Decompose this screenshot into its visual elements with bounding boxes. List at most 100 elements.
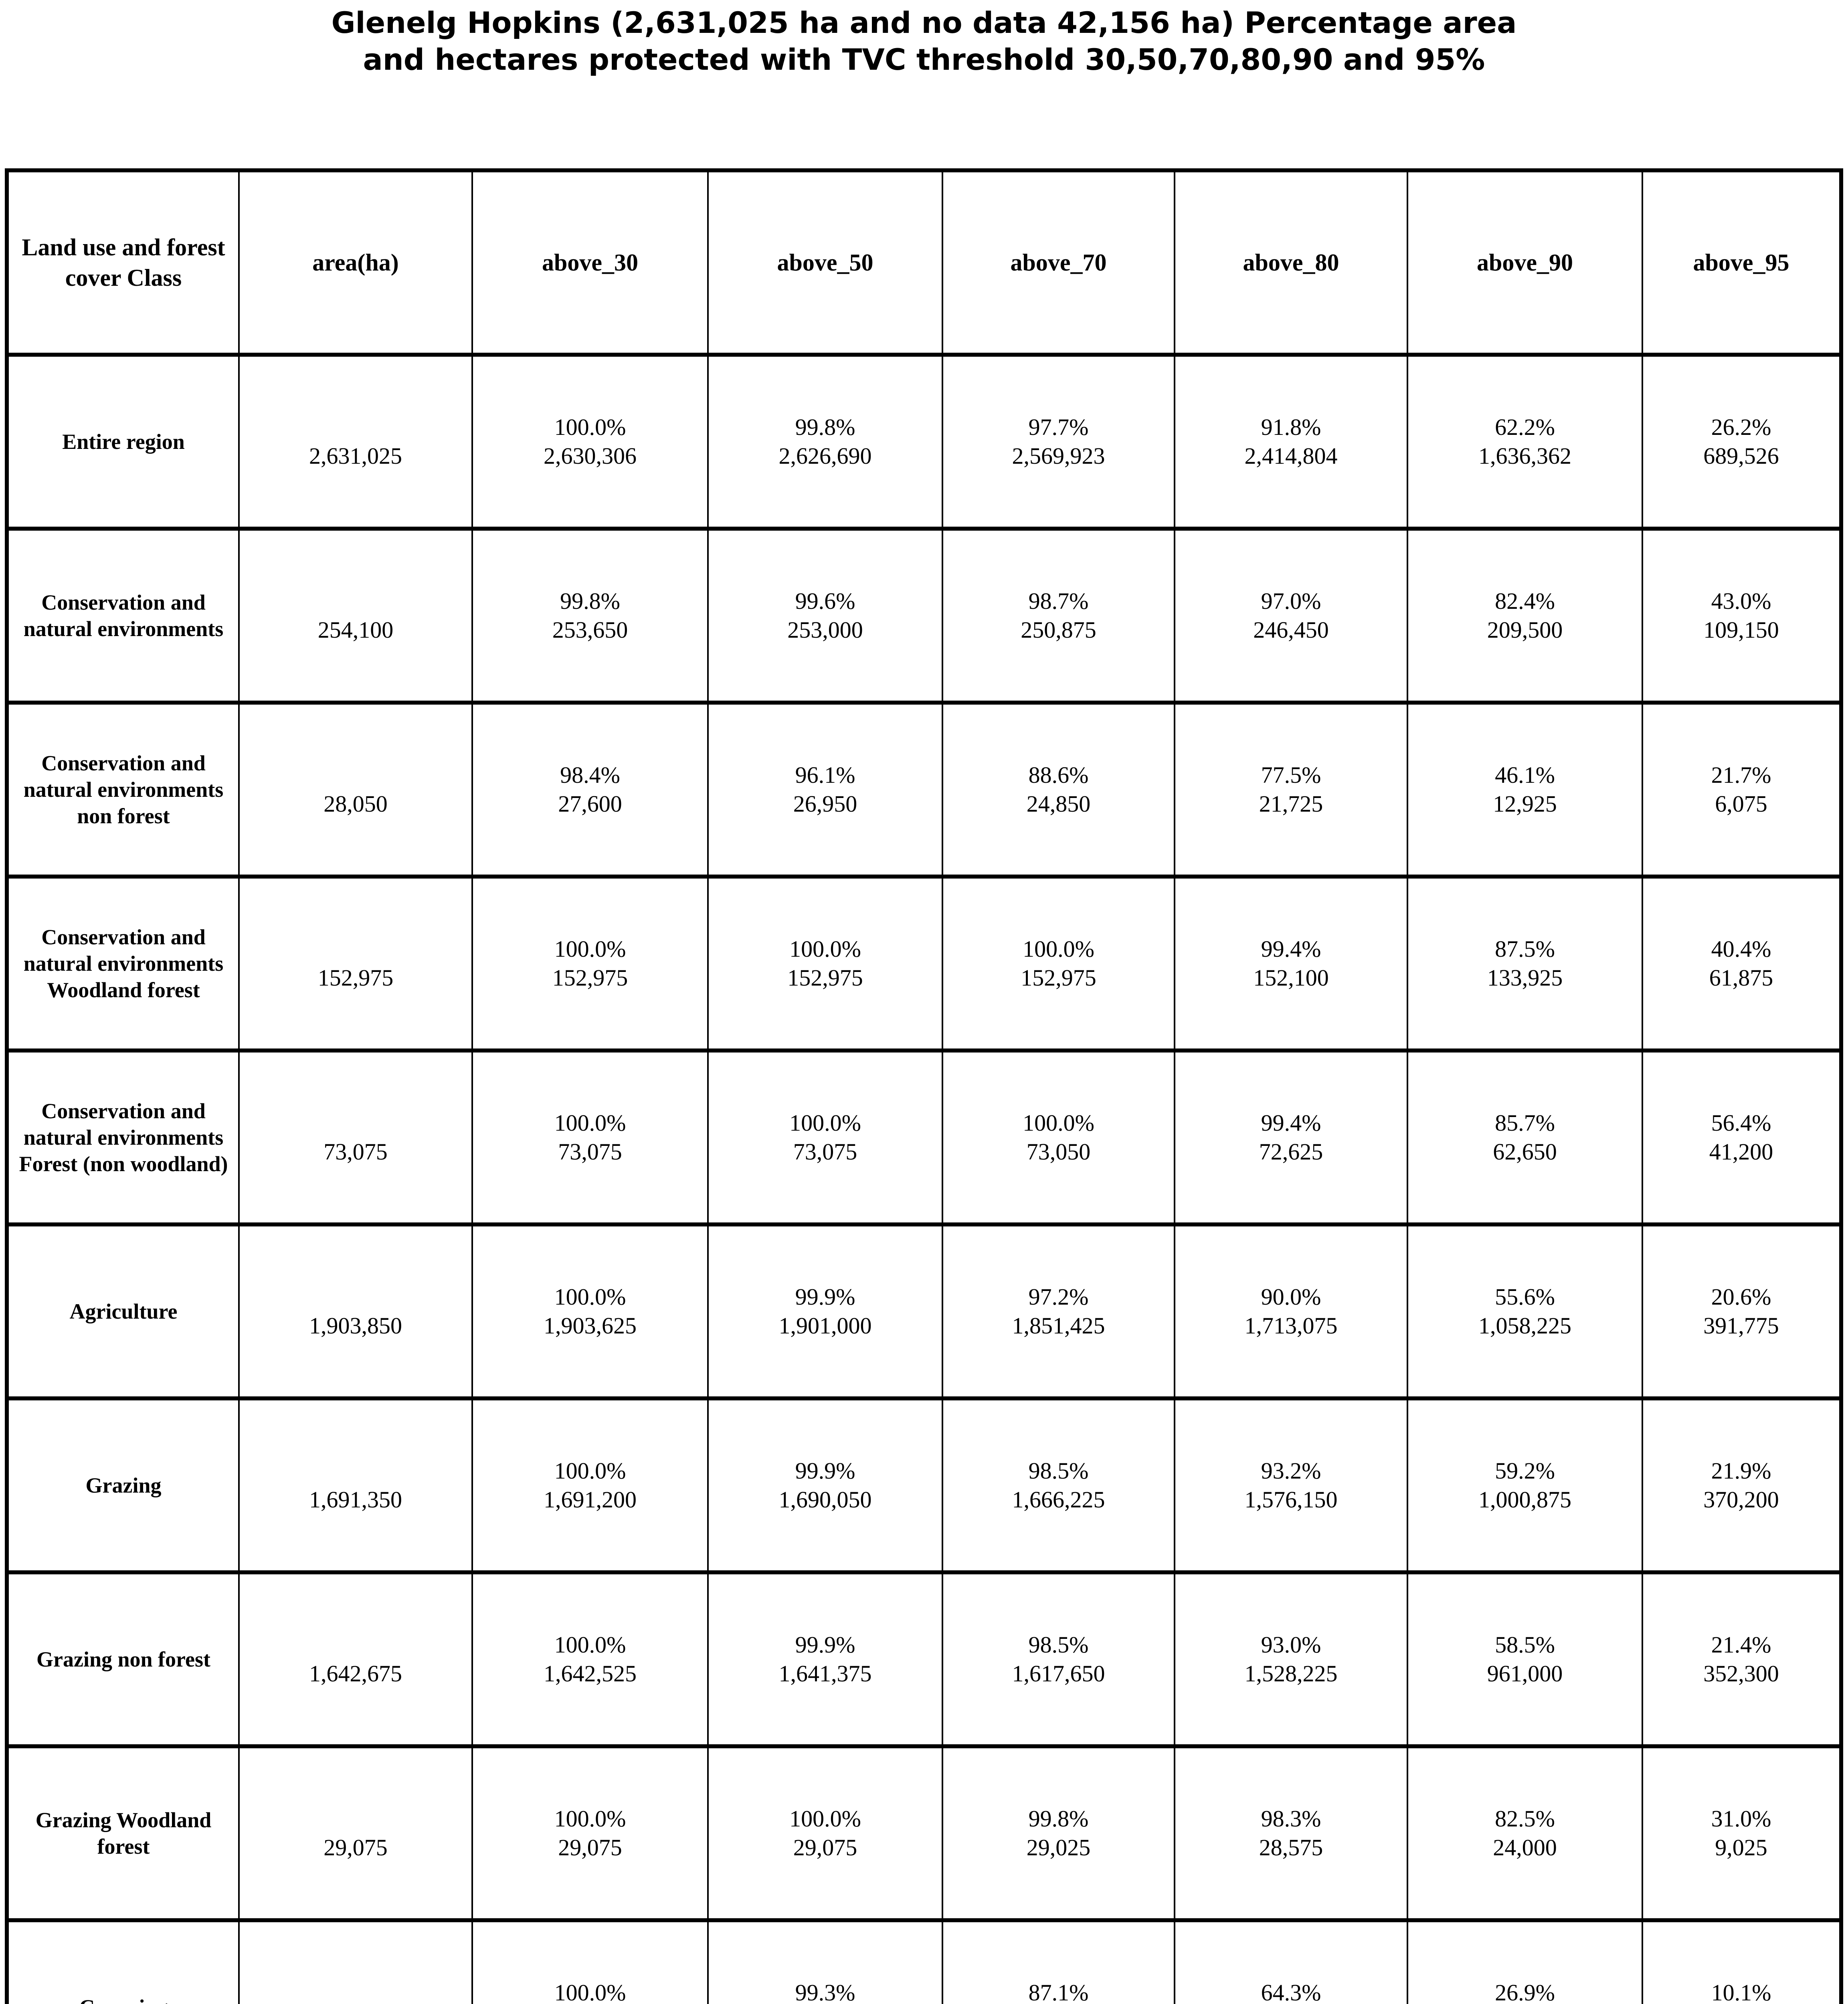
cell-above_95: 43.0% 109,150: [1642, 527, 1841, 703]
cell-above_50: 96.1% 26,950: [707, 701, 942, 877]
cell-above_95: 20.6% 391,775: [1642, 1222, 1841, 1398]
cell-above_30: 100.0% 73,075: [471, 1048, 708, 1224]
cell-above_30: 98.4% 27,600: [471, 701, 708, 877]
table-body: Entire region 2,631,025 100.0% 2,630,306 99…: [6, 353, 1841, 2004]
cell-above_50: 100.0% 29,075: [707, 1744, 942, 1920]
row-label: Grazing Woodland forest: [6, 1744, 239, 1920]
cell-area-ha: 73,075: [238, 1048, 472, 1224]
cell-above_50: 99.8% 2,626,690: [707, 353, 942, 529]
cell-above_90: 82.4% 209,500: [1407, 527, 1642, 703]
cell-above_50: 99.3%209,300: [707, 1918, 942, 2004]
cell-above_80: 97.0% 246,450: [1174, 527, 1407, 703]
cell-above_70: 98.5% 1,666,225: [942, 1396, 1175, 1572]
cell-area-ha: 2,631,025: [238, 353, 472, 529]
cell-above_80: 64.3%135,600: [1174, 1918, 1407, 2004]
cell-above_90: 46.1% 12,925: [1407, 701, 1642, 877]
row-label: Conservation and natural environments Fo…: [6, 1048, 239, 1224]
cell-above_95: 21.4% 352,300: [1642, 1570, 1841, 1746]
row-label: Conservation and natural environments: [6, 527, 239, 703]
cell-above_50: 100.0% 73,075: [707, 1048, 942, 1224]
cell-above_50: 99.9% 1,901,000: [707, 1222, 942, 1398]
cell-above_80: 93.0% 1,528,225: [1174, 1570, 1407, 1746]
cell-above_70: 98.7% 250,875: [942, 527, 1175, 703]
cell-above_30: 100.0% 2,630,306: [471, 353, 708, 529]
cell-above_70: 100.0% 73,050: [942, 1048, 1175, 1224]
table-row-5: Agriculture 1,903,850 100.0% 1,903,625 99.9…: [6, 1222, 1841, 1398]
cell-above_70: 87.1%183,625: [942, 1918, 1175, 2004]
cell-above_30: 100.0% 152,975: [471, 875, 708, 1050]
table-row-0: Entire region 2,631,025 100.0% 2,630,306 99…: [6, 353, 1841, 529]
cell-above_95: 56.4% 41,200: [1642, 1048, 1841, 1224]
column-header-0: Land use and forest cover Class: [6, 168, 239, 355]
column-header-5: above_80: [1174, 168, 1407, 355]
row-label: Grazing non forest: [6, 1570, 239, 1746]
cell-area-ha: 1,642,675: [238, 1570, 472, 1746]
column-header-2: above_30: [471, 168, 708, 355]
column-header-1: area(ha): [238, 168, 472, 355]
cell-above_30: 100.0% 1,691,200: [471, 1396, 708, 1572]
row-label: Conservation and natural environments no…: [6, 701, 239, 877]
cell-above_95: 31.0% 9,025: [1642, 1744, 1841, 1920]
column-header-6: above_90: [1407, 168, 1642, 355]
row-label: Entire region: [6, 353, 239, 529]
cell-above_80: 90.0% 1,713,075: [1174, 1222, 1407, 1398]
table-row-2: Conservation and natural environments no…: [6, 701, 1841, 877]
cell-area-ha: 210,850: [238, 1918, 472, 2004]
cell-area-ha: 28,050: [238, 701, 472, 877]
cell-above_80: 91.8% 2,414,804: [1174, 353, 1407, 529]
cell-above_70: 98.5% 1,617,650: [942, 1570, 1175, 1746]
cell-above_30: 100.0% 1,642,525: [471, 1570, 708, 1746]
cell-above_80: 99.4% 152,100: [1174, 875, 1407, 1050]
cell-above_70: 97.7% 2,569,923: [942, 353, 1175, 529]
table-row-6: Grazing 1,691,350 100.0% 1,691,200 99.9% 1,6…: [6, 1396, 1841, 1572]
cell-area-ha: 29,075: [238, 1744, 472, 1920]
column-header-7: above_95: [1642, 168, 1841, 355]
row-label: Cropping: [6, 1918, 239, 2004]
cell-above_95: 40.4% 61,875: [1642, 875, 1841, 1050]
tvc-threshold-table: Land use and forest cover Class area(ha) a…: [5, 168, 1843, 2004]
cell-above_50: 99.6% 253,000: [707, 527, 942, 703]
cell-above_90: 59.2% 1,000,875: [1407, 1396, 1642, 1572]
row-label: Grazing: [6, 1396, 239, 1572]
cell-above_95: 21.9% 370,200: [1642, 1396, 1841, 1572]
cell-above_90: 62.2% 1,636,362: [1407, 353, 1642, 529]
cell-above_95: 10.1%21,375: [1642, 1918, 1841, 2004]
cell-area-ha: 1,903,850: [238, 1222, 472, 1398]
cell-above_90: 55.6% 1,058,225: [1407, 1222, 1642, 1398]
cell-above_95: 21.7% 6,075: [1642, 701, 1841, 877]
row-label: Conservation and natural environments Wo…: [6, 875, 239, 1050]
cell-above_90: 82.5% 24,000: [1407, 1744, 1642, 1920]
cell-above_80: 98.3% 28,575: [1174, 1744, 1407, 1920]
table-header: Land use and forest cover Class area(ha) a…: [6, 168, 1841, 355]
table-header-row: Land use and forest cover Class area(ha) a…: [6, 168, 1841, 355]
cell-above_30: 100.0% 29,075: [471, 1744, 708, 1920]
page-title-line2: and hectares protected with TVC threshol…: [363, 43, 1485, 77]
cell-area-ha: 254,100: [238, 527, 472, 703]
table-row-9: Cropping 210,850100.0%210,77599.3%209,30…: [6, 1918, 1841, 2004]
cell-above_90: 58.5% 961,000: [1407, 1570, 1642, 1746]
cell-above_70: 97.2% 1,851,425: [942, 1222, 1175, 1398]
table-row-3: Conservation and natural environments Wo…: [6, 875, 1841, 1050]
cell-above_70: 99.8% 29,025: [942, 1744, 1175, 1920]
cell-above_70: 88.6% 24,850: [942, 701, 1175, 877]
row-label: Agriculture: [6, 1222, 239, 1398]
column-header-3: above_50: [707, 168, 942, 355]
table-row-8: Grazing Woodland forest 29,075 100.0% 29,0…: [6, 1744, 1841, 1920]
cell-above_90: 26.9%56,775: [1407, 1918, 1642, 2004]
cell-area-ha: 152,975: [238, 875, 472, 1050]
cell-above_50: 99.9% 1,641,375: [707, 1570, 942, 1746]
page-title: Glenelg Hopkins (2,631,025 ha and no dat…: [0, 5, 1848, 79]
cell-above_50: 99.9% 1,690,050: [707, 1396, 942, 1572]
cell-above_80: 99.4% 72,625: [1174, 1048, 1407, 1224]
cell-above_30: 100.0% 1,903,625: [471, 1222, 708, 1398]
page-title-line1: Glenelg Hopkins (2,631,025 ha and no dat…: [331, 6, 1517, 40]
cell-above_30: 100.0%210,775: [471, 1918, 708, 2004]
column-header-4: above_70: [942, 168, 1175, 355]
cell-area-ha: 1,691,350: [238, 1396, 472, 1572]
cell-above_30: 99.8% 253,650: [471, 527, 708, 703]
cell-above_70: 100.0% 152,975: [942, 875, 1175, 1050]
table-row-4: Conservation and natural environments Fo…: [6, 1048, 1841, 1224]
cell-above_50: 100.0% 152,975: [707, 875, 942, 1050]
cell-above_90: 85.7% 62,650: [1407, 1048, 1642, 1224]
cell-above_80: 77.5% 21,725: [1174, 701, 1407, 877]
